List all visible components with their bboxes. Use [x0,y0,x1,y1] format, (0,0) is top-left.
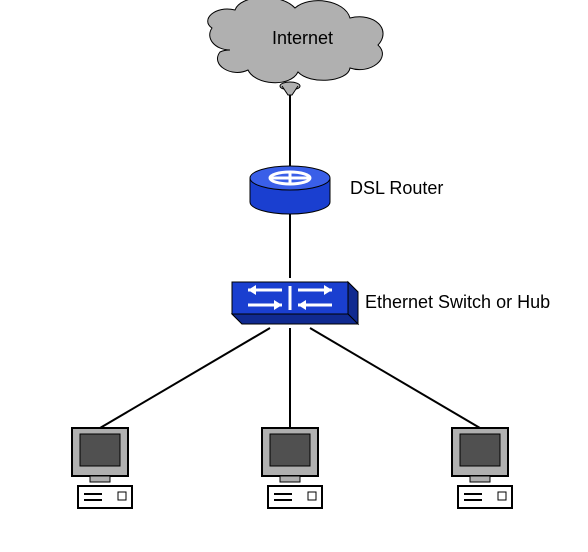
switch-icon [232,282,358,324]
network-diagram [0,0,588,552]
computer-icon [72,428,132,508]
edge-switch-pc1 [100,328,270,428]
router-icon [250,166,330,214]
internet-label: Internet [272,28,333,49]
computer-icon [262,428,322,508]
switch-label: Ethernet Switch or Hub [365,292,550,313]
router-label: DSL Router [350,178,443,199]
computer-icon [452,428,512,508]
edge-switch-pc3 [310,328,480,428]
edges-group [100,88,480,428]
